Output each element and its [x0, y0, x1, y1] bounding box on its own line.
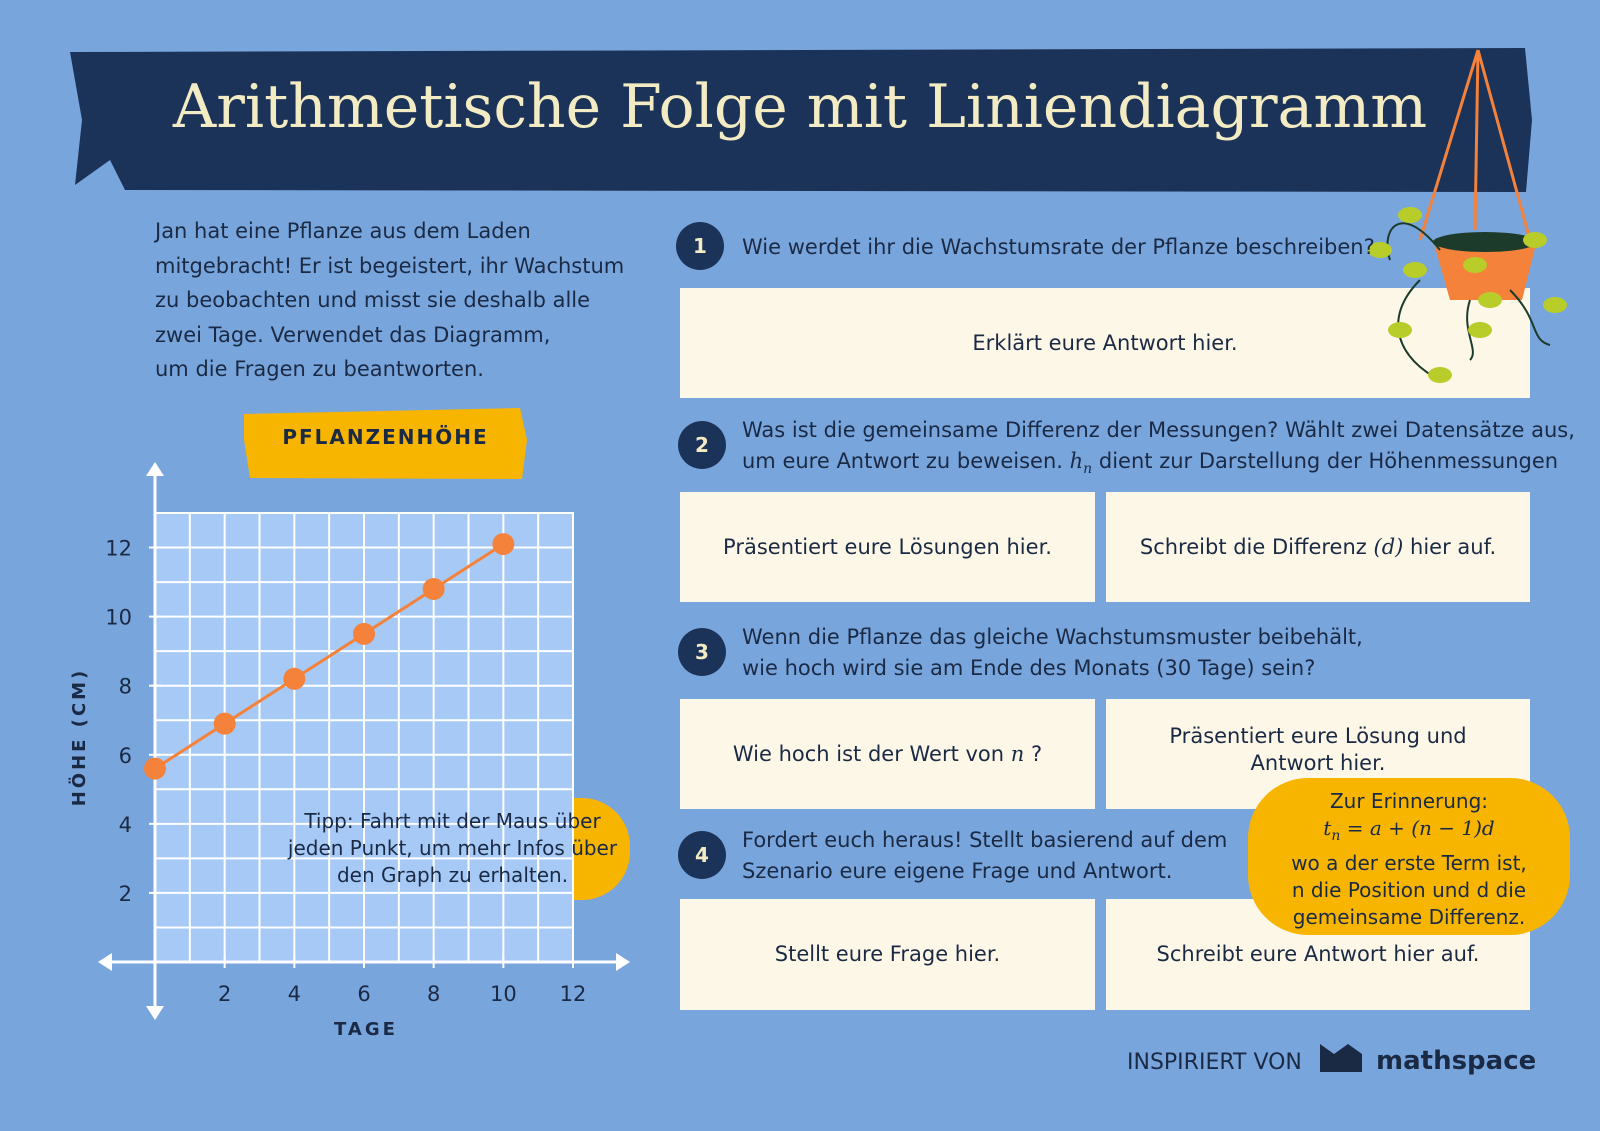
y-tick-label: 4: [119, 813, 132, 837]
box-line: Schreibt eure Antwort hier auf.: [1156, 942, 1480, 966]
box-text: Erklärt eure Antwort hier.: [680, 288, 1530, 398]
reminder-line: wo a der erste Term ist,: [1291, 851, 1527, 875]
tip-line: den Graph zu erhalten.: [336, 863, 569, 887]
tip-line: Tipp: Fahrt mit der Maus über: [304, 809, 601, 833]
answer-box: [680, 288, 1530, 398]
y-axis-label: HÖHE (CM): [68, 668, 90, 807]
question-number: 1: [676, 222, 724, 270]
box-text: Schreibt die Differenz (d) hier auf.: [1106, 492, 1530, 602]
math-sub: n: [1331, 828, 1341, 844]
tip-line: jeden Punkt, um mehr Infos über: [287, 836, 618, 860]
text: um eure Antwort zu beweisen.: [742, 449, 1063, 473]
intro-line: zwei Tage. Verwendet das Diagramm,: [155, 322, 551, 347]
text: ?: [1031, 741, 1043, 766]
chart-badge: [244, 408, 527, 479]
question-line: wie hoch wird sie am Ende des Monats (30…: [742, 656, 1316, 680]
question-line: Wie werdet ihr die Wachstumsrate der Pfl…: [742, 235, 1375, 259]
box-line: Erklärt eure Antwort hier.: [972, 330, 1238, 355]
question-number: 3: [678, 628, 726, 676]
box-line: Antwort hier.: [1250, 751, 1386, 775]
text: Schreibt die Differenz: [1139, 534, 1367, 559]
footer-credit: INSPIRIERT VON: [1127, 1050, 1302, 1075]
question-text: Fordert euch heraus! Stellt basierend au…: [742, 825, 1227, 887]
brand-name: mathspace: [1376, 1046, 1537, 1076]
question-number: 4: [678, 831, 726, 879]
math: n: [1010, 741, 1025, 766]
data-point: [492, 533, 515, 556]
data-point: [353, 622, 375, 645]
intro-line: um die Fragen zu beantworten.: [155, 357, 484, 381]
x-tick-label: 2: [218, 982, 231, 1006]
question-line: um eure Antwort zu beweisen. hn dient zu…: [742, 446, 1575, 485]
math: = a + (n − 1)d: [1346, 816, 1495, 840]
question-line: Fordert euch heraus! Stellt basierend au…: [742, 828, 1228, 852]
intro-line: mitgebracht! Er ist begeistert, ihr Wach…: [155, 253, 625, 278]
x-tick-label: 10: [490, 982, 517, 1006]
box-line: Stellt eure Frage hier.: [774, 942, 1001, 966]
text: hier auf.: [1410, 534, 1497, 559]
question-text: Wie werdet ihr die Wachstumsrate der Pfl…: [742, 232, 1375, 263]
intro-line: Jan hat eine Pflanze aus dem Laden: [155, 219, 531, 243]
data-point: [283, 667, 306, 690]
box-line: Präsentiert eure Lösungen hier.: [723, 534, 1052, 559]
answer-box: [680, 492, 1095, 602]
answer-box: [1106, 492, 1530, 602]
title-banner: [70, 48, 1532, 192]
math: t: [1323, 816, 1332, 840]
reminder-line: gemeinsame Differenz.: [1292, 905, 1526, 929]
reminder-text: Zur Erinnerung: tn = a + (n − 1)d wo a d…: [1248, 788, 1570, 931]
box-text: Präsentiert eure Lösungen hier.: [680, 492, 1095, 602]
line-chart: 2 4 6 8 10 12 2 4 6 8 10 12 TAGE HÖHE (CM): [68, 462, 630, 1040]
chart-title: PFLANZENHÖHE: [282, 425, 489, 449]
question-line: Szenario eure eigene Frage und Antwort.: [742, 859, 1173, 883]
hanging-plant: [1368, 49, 1567, 383]
y-tick-label: 8: [119, 675, 132, 699]
math-sub: n: [1083, 461, 1093, 478]
reminder-heading: Zur Erinnerung:: [1329, 789, 1489, 813]
x-axis-label: TAGE: [334, 1019, 398, 1040]
intro-text: Jan hat eine Pflanze aus dem Laden mitge…: [155, 214, 624, 387]
box-text: Wie hoch ist der Wert von n ?: [680, 699, 1095, 809]
box-line: Schreibt die Differenz (d) hier auf.: [1140, 534, 1496, 561]
math: (d): [1373, 534, 1404, 559]
reminder-line: n die Position und d die: [1291, 878, 1527, 902]
question-line: Was ist die gemeinsame Differenz der Mes…: [742, 418, 1575, 442]
question-text: Wenn die Pflanze das gleiche Wachstumsmu…: [742, 622, 1363, 684]
tip-text: Tipp: Fahrt mit der Maus über jeden Punk…: [275, 808, 630, 889]
x-tick-label: 8: [427, 982, 440, 1006]
data-line: [154, 542, 505, 770]
reminder-bubble: [1248, 778, 1570, 935]
title: Arithmetische Folge mit Liniendiagramm: [172, 72, 1428, 142]
question-number: 2: [678, 421, 726, 469]
answer-box: [680, 699, 1095, 809]
box-line: Präsentiert eure Lösung und: [1169, 724, 1467, 748]
x-tick-label: 6: [357, 982, 370, 1006]
math: h: [1069, 449, 1084, 473]
x-tick-label: 12: [560, 982, 587, 1006]
intro-line: zu beobachten und misst sie deshalb alle: [155, 288, 591, 312]
y-tick-label: 10: [105, 606, 132, 630]
text: Wie hoch ist der Wert von: [732, 741, 1005, 766]
data-point: [144, 757, 166, 780]
question-text: Was ist die gemeinsame Differenz der Mes…: [742, 415, 1575, 485]
mathspace-logo: [1320, 1044, 1362, 1072]
text: dient zur Darstellung der Höhenmessungen: [1098, 449, 1559, 473]
y-tick-label: 6: [119, 744, 132, 768]
data-point: [213, 712, 236, 735]
box-text: Präsentiert eure Lösung und Antwort hier.: [1106, 699, 1530, 809]
answer-box: [680, 899, 1095, 1010]
box-line: Wie hoch ist der Wert von n ?: [733, 741, 1042, 768]
box-text: Schreibt eure Antwort hier auf.: [1106, 899, 1530, 1010]
data-point: [422, 577, 445, 600]
y-tick-label: 2: [119, 882, 132, 906]
box-text: Stellt eure Frage hier.: [680, 899, 1095, 1010]
y-tick-label: 12: [105, 537, 132, 561]
x-tick-label: 4: [288, 982, 301, 1006]
formula: tn = a + (n − 1)d: [1248, 815, 1570, 850]
question-line: Wenn die Pflanze das gleiche Wachstumsmu…: [742, 625, 1363, 649]
